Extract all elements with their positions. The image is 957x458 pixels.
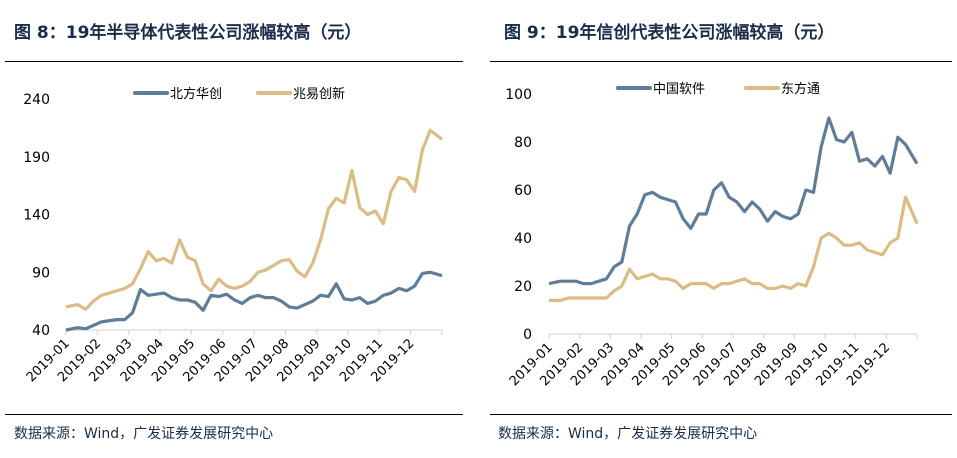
- y-tick-label: 40: [514, 231, 532, 247]
- legend-label: 北方华创: [170, 86, 222, 102]
- line-chart: 0204060801002019-012019-022019-032019-04…: [505, 81, 919, 389]
- y-tick-label: 40: [32, 323, 50, 339]
- y-tick-label: 80: [514, 135, 532, 151]
- source-note: 数据来源：Wind，广发证券发展研究中心: [14, 426, 274, 442]
- y-tick-label: 100: [505, 87, 532, 103]
- chart-panel-2: 图 9：19年信创代表性公司涨幅较高（元） 0 20 40 60 80 100 2019-0…: [490, 0, 957, 458]
- series-line-2: [549, 195, 919, 302]
- y-tick-label: 240: [23, 92, 50, 108]
- y-tick-label: 140: [23, 208, 50, 224]
- series-line-2: [65, 128, 443, 311]
- chart-title: 图 9：19年信创代表性公司涨幅较高（元）: [504, 23, 835, 43]
- legend-label: 兆易创新: [293, 86, 345, 102]
- title-divider: [5, 61, 463, 62]
- series-line-1: [548, 116, 919, 286]
- chart-panel-1: 图 8：19年半导体代表性公司涨幅较高（元） 40 90 140 190 240 2019…: [0, 0, 463, 458]
- series-line-1: [65, 270, 443, 332]
- y-tick-label: 60: [514, 183, 532, 199]
- chart-title: 图 8：19年半导体代表性公司涨幅较高（元）: [14, 23, 362, 43]
- title-divider: [490, 61, 952, 62]
- y-tick-label: 190: [23, 150, 50, 166]
- source-divider: [5, 414, 463, 415]
- source-divider: [490, 414, 952, 415]
- legend-label: 东方通: [781, 81, 820, 97]
- legend-label: 中国软件: [653, 82, 705, 97]
- y-tick-label: 0: [523, 327, 532, 343]
- y-tick-label: 90: [32, 265, 50, 281]
- source-note: 数据来源：Wind，广发证券发展研究中心: [498, 426, 758, 442]
- y-tick-label: 20: [514, 279, 532, 295]
- line-chart: 40901401902402019-012019-022019-032019-0…: [23, 86, 443, 385]
